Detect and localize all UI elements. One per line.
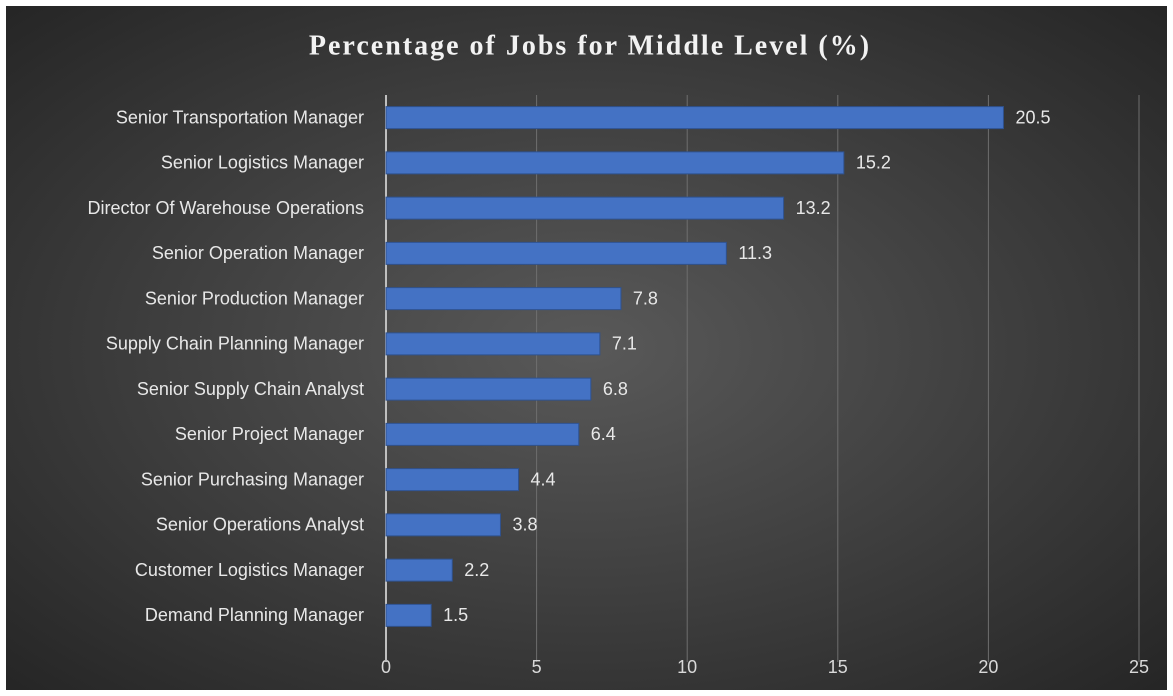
bar — [385, 196, 785, 220]
data-label: 6.8 — [603, 379, 628, 399]
x-tick-label: 20 — [978, 657, 998, 677]
data-label: 4.4 — [531, 469, 556, 489]
y-tick-label: Senior Transportation Manager — [116, 107, 364, 127]
y-tick-label: Senior Production Manager — [145, 288, 364, 308]
data-label: 3.8 — [512, 515, 537, 535]
data-label: 1.5 — [443, 605, 468, 625]
chart-title: Percentage of Jobs for Middle Level (%) — [309, 30, 871, 61]
data-label: 2.2 — [464, 560, 489, 580]
bar — [385, 332, 601, 356]
data-label: 7.1 — [612, 334, 637, 354]
bar — [385, 151, 845, 175]
data-label: 6.4 — [591, 424, 616, 444]
bar — [385, 106, 1004, 130]
bar — [385, 558, 453, 582]
y-tick-label: Senior Operations Analyst — [156, 515, 364, 535]
x-tick-label: 25 — [1129, 657, 1149, 677]
bar — [385, 287, 622, 311]
y-tick-label: Supply Chain Planning Manager — [106, 334, 364, 354]
bar — [385, 241, 727, 265]
x-tick-label: 15 — [828, 657, 848, 677]
y-tick-label: Senior Logistics Manager — [161, 153, 364, 173]
y-tick-label: Director Of Warehouse Operations — [88, 198, 364, 218]
x-tick-label: 0 — [381, 657, 391, 677]
bar — [385, 603, 432, 627]
y-tick-label: Senior Purchasing Manager — [141, 469, 364, 489]
bar — [385, 377, 592, 401]
x-tick-label: 5 — [532, 657, 542, 677]
y-tick-label: Senior Operation Manager — [152, 243, 364, 263]
y-tick-label: Customer Logistics Manager — [135, 560, 364, 580]
data-label: 11.3 — [738, 243, 772, 263]
bar — [385, 513, 501, 537]
data-label: 20.5 — [1015, 107, 1050, 127]
data-label: 15.2 — [856, 153, 891, 173]
bar — [385, 468, 520, 492]
x-tick-label: 10 — [677, 657, 697, 677]
bar — [385, 422, 580, 446]
y-tick-label: Senior Project Manager — [175, 424, 364, 444]
y-tick-label: Demand Planning Manager — [145, 605, 364, 625]
data-label: 13.2 — [796, 198, 831, 218]
y-tick-label: Senior Supply Chain Analyst — [137, 379, 364, 399]
data-label: 7.8 — [633, 288, 658, 308]
